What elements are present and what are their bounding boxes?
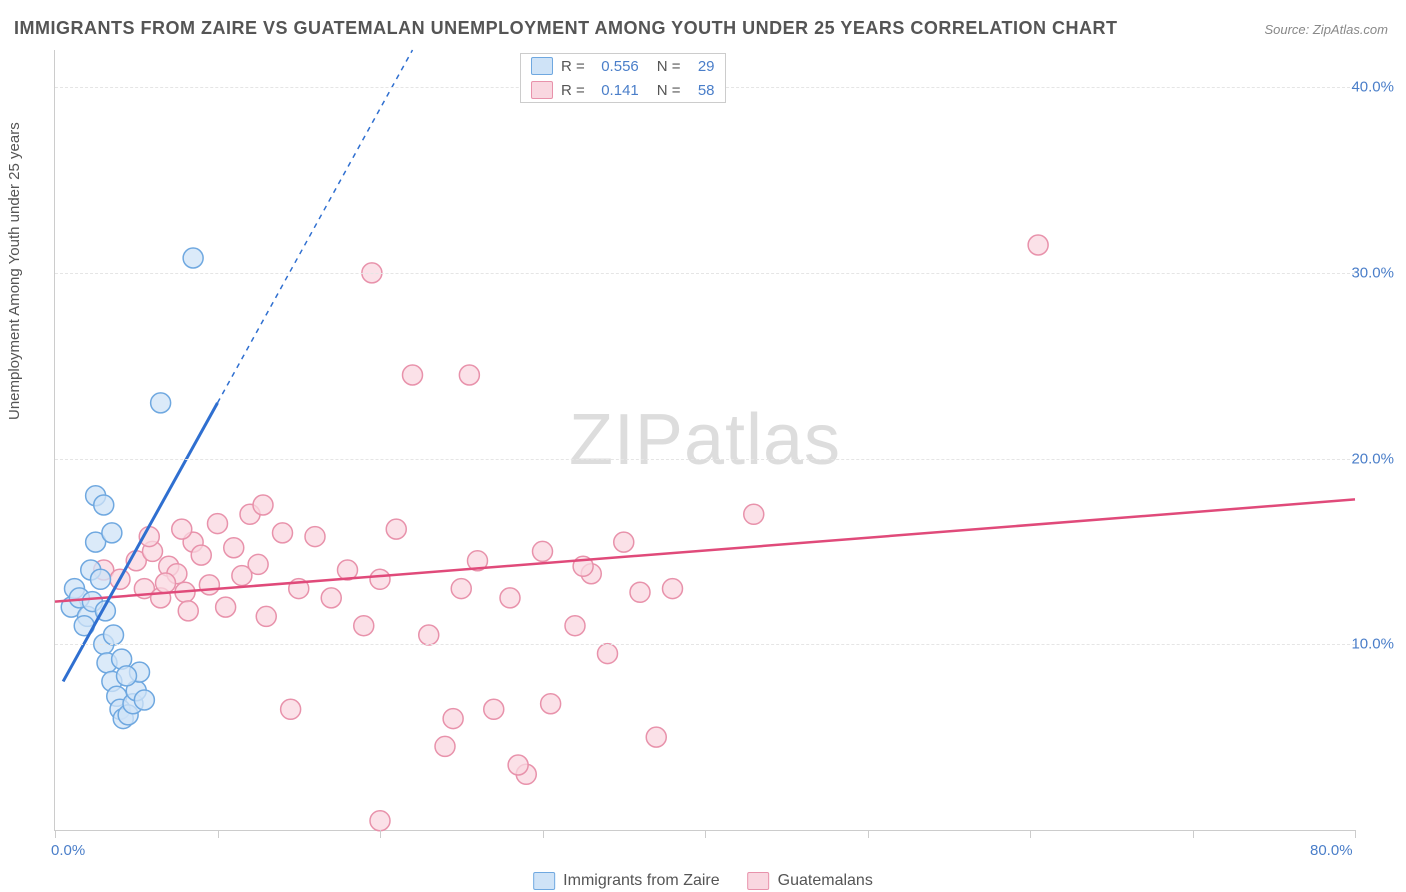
x-tick-label: 0.0% <box>51 842 85 859</box>
zaire-point <box>102 523 122 543</box>
guatemalans-point <box>232 566 252 586</box>
x-tick <box>380 830 381 838</box>
guatemalans-point <box>191 545 211 565</box>
x-tick <box>1355 830 1356 838</box>
guatemalans-point <box>178 601 198 621</box>
x-tick <box>705 830 706 838</box>
x-tick <box>1193 830 1194 838</box>
n-stat-zaire: N = 29 <box>657 58 715 75</box>
guatemalans-point <box>1028 235 1048 255</box>
swatch-guatemalans <box>748 872 770 890</box>
source-attribution: Source: ZipAtlas.com <box>1264 22 1388 37</box>
zaire-point <box>91 569 111 589</box>
guatemalans-point <box>533 541 553 561</box>
guatemalans-point <box>172 519 192 539</box>
guatemalans-point <box>253 495 273 515</box>
plot-svg <box>55 50 1355 830</box>
n-value: 29 <box>687 58 715 75</box>
guatemalans-point <box>435 736 455 756</box>
zaire-point <box>134 690 154 710</box>
zaire-point <box>117 666 137 686</box>
guatemalans-point <box>500 588 520 608</box>
guatemalans-point <box>156 573 176 593</box>
trendline-zaire-extended <box>218 50 413 403</box>
correlation-legend: R = 0.556 N = 29 R = 0.141 N = 58 <box>520 53 726 103</box>
r-stat-guatemalans: R = 0.141 <box>561 82 639 99</box>
plot-area: ZIPatlas <box>54 50 1355 831</box>
chart-title: IMMIGRANTS FROM ZAIRE VS GUATEMALAN UNEM… <box>14 18 1118 39</box>
legend-row-guatemalans: R = 0.141 N = 58 <box>521 78 725 102</box>
guatemalans-point <box>370 569 390 589</box>
swatch-zaire <box>533 872 555 890</box>
y-tick-label: 30.0% <box>1351 264 1394 281</box>
legend-label-guatemalans: Guatemalans <box>778 872 873 890</box>
source-name: ZipAtlas.com <box>1313 22 1388 37</box>
guatemalans-point <box>273 523 293 543</box>
gridline <box>55 273 1355 274</box>
guatemalans-point <box>256 606 276 626</box>
x-tick <box>218 830 219 838</box>
guatemalans-point <box>459 365 479 385</box>
y-tick-label: 10.0% <box>1351 636 1394 653</box>
n-value: 58 <box>687 82 715 99</box>
x-tick <box>868 830 869 838</box>
n-label: N = <box>657 82 681 99</box>
swatch-guatemalans <box>531 81 553 99</box>
r-label: R = <box>561 82 585 99</box>
x-tick <box>543 830 544 838</box>
legend-item-guatemalans: Guatemalans <box>748 872 873 890</box>
guatemalans-point <box>386 519 406 539</box>
guatemalans-point <box>199 575 219 595</box>
guatemalans-point <box>744 504 764 524</box>
guatemalans-point <box>305 527 325 547</box>
guatemalans-point <box>443 709 463 729</box>
y-tick-label: 40.0% <box>1351 79 1394 96</box>
guatemalans-point <box>646 727 666 747</box>
guatemalans-point <box>614 532 634 552</box>
y-tick-label: 20.0% <box>1351 450 1394 467</box>
n-stat-guatemalans: N = 58 <box>657 82 715 99</box>
x-tick <box>1030 830 1031 838</box>
gridline <box>55 459 1355 460</box>
zaire-point <box>104 625 124 645</box>
source-prefix: Source: <box>1264 22 1312 37</box>
r-value: 0.556 <box>591 58 639 75</box>
guatemalans-point <box>630 582 650 602</box>
guatemalans-point <box>321 588 341 608</box>
gridline <box>55 644 1355 645</box>
guatemalans-point <box>541 694 561 714</box>
legend-row-zaire: R = 0.556 N = 29 <box>521 54 725 78</box>
guatemalans-point <box>508 755 528 775</box>
x-tick-label: 80.0% <box>1310 842 1353 859</box>
zaire-point <box>151 393 171 413</box>
r-label: R = <box>561 58 585 75</box>
guatemalans-point <box>419 625 439 645</box>
guatemalans-point <box>208 514 228 534</box>
series-legend: Immigrants from Zaire Guatemalans <box>533 872 873 890</box>
legend-label-zaire: Immigrants from Zaire <box>563 872 719 890</box>
guatemalans-point <box>281 699 301 719</box>
zaire-point <box>94 495 114 515</box>
guatemalans-point <box>224 538 244 558</box>
swatch-zaire <box>531 57 553 75</box>
r-stat-zaire: R = 0.556 <box>561 58 639 75</box>
n-label: N = <box>657 58 681 75</box>
y-axis-label: Unemployment Among Youth under 25 years <box>6 122 23 420</box>
guatemalans-point <box>484 699 504 719</box>
guatemalans-point <box>370 811 390 831</box>
guatemalans-point <box>565 616 585 636</box>
x-tick <box>55 830 56 838</box>
guatemalans-point <box>663 579 683 599</box>
guatemalans-point <box>354 616 374 636</box>
guatemalans-point <box>403 365 423 385</box>
guatemalans-point <box>216 597 236 617</box>
guatemalans-point <box>451 579 471 599</box>
r-value: 0.141 <box>591 82 639 99</box>
zaire-point <box>183 248 203 268</box>
legend-item-zaire: Immigrants from Zaire <box>533 872 719 890</box>
guatemalans-point <box>598 644 618 664</box>
